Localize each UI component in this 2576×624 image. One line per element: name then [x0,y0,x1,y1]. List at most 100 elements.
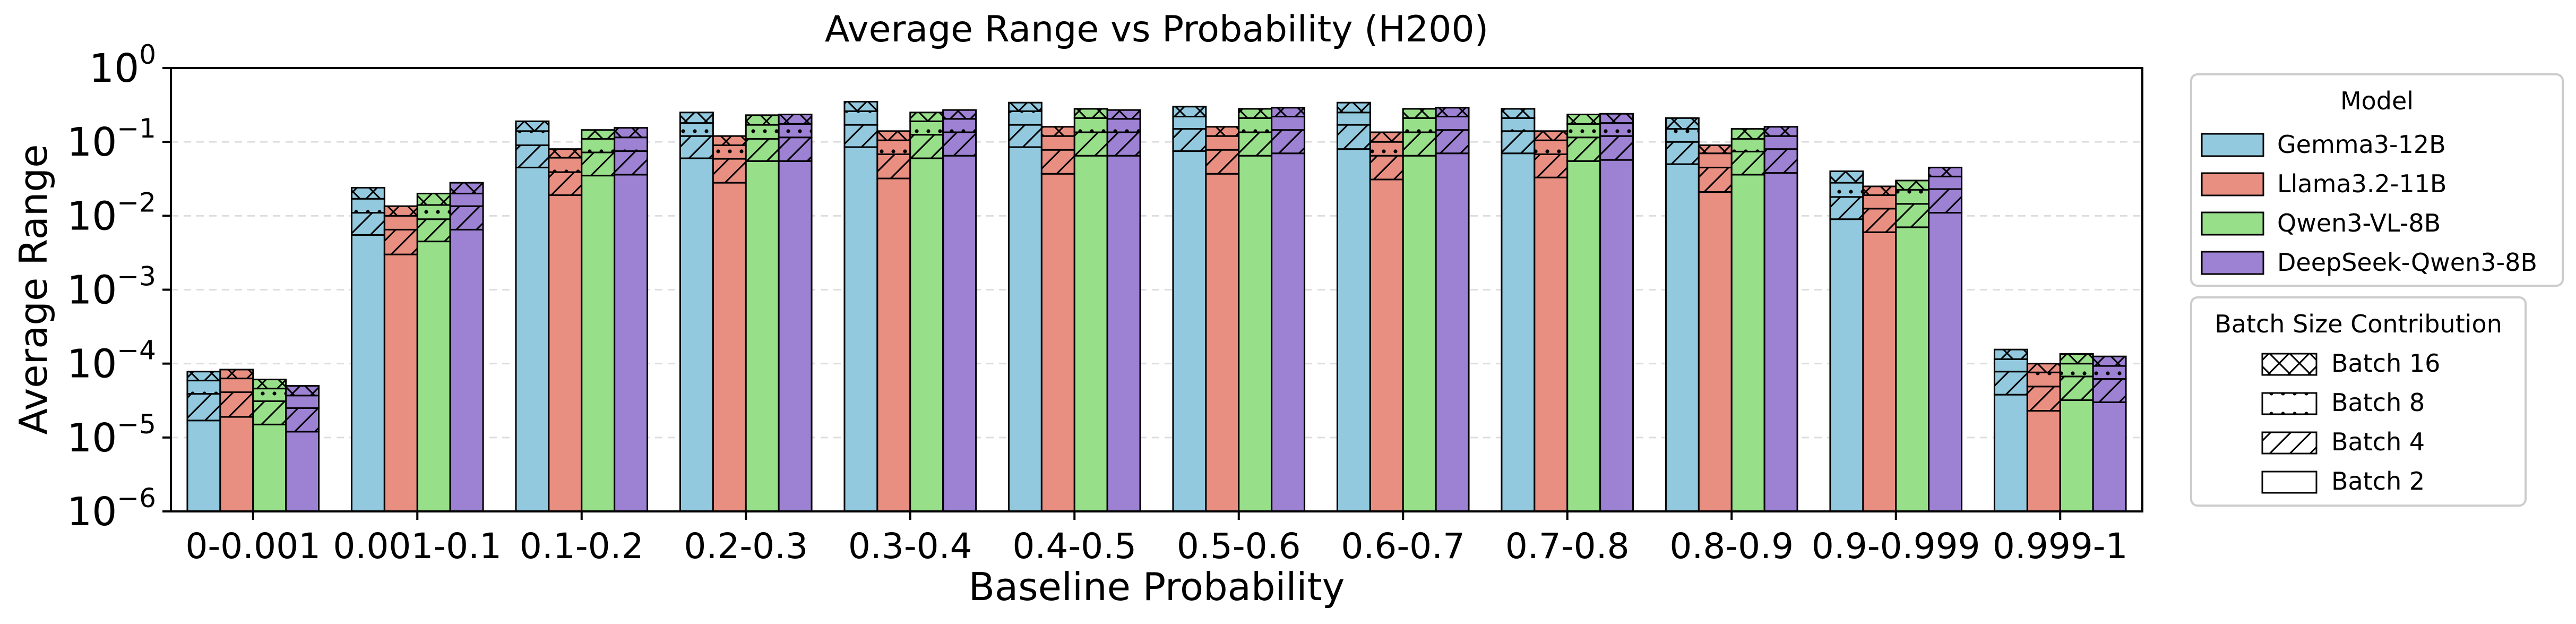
bar-batch16-segment [416,192,451,206]
bar-batch4-segment [1763,148,1798,174]
bar-batch16-segment [745,114,780,126]
bar-batch2-fill [450,229,484,511]
bar-batch16-segment [1007,101,1043,112]
bar-batch2-fill [1009,147,1042,511]
bar-batch8-segment [843,110,878,126]
bar-batch2-fill [1896,227,1929,512]
bar-batch8-segment [1369,141,1404,157]
model-legend: Model Gemma3-12B Llama3.2-11B Qwen3-VL-8B D… [2190,73,2564,287]
bar-batch4-segment [1402,131,1437,157]
x-axis: 0-0.001 0.001-0.1 0.1-0.2 0.2-0.3 0.3-0.4 0.4… [185,511,2128,567]
bar-batch4-segment [778,136,813,162]
bar-batch16-segment [1073,108,1108,119]
bar-batch4-segment [1435,129,1470,155]
y-axis-label: Average Range [11,144,56,435]
batch-legend-label: Batch 4 [2331,428,2425,456]
model-legend-label: Qwen3-VL-8B [2277,209,2441,237]
bar-batch8-segment [2092,365,2127,380]
bar-batch2-fill [614,174,648,512]
bar-batch2-fill [187,420,220,511]
bar-batch8-segment [1895,189,1930,205]
bar-batch16-segment [1238,108,1273,119]
bar-batch2-fill [384,254,418,511]
x-tick-label: 0.8-0.9 [1669,526,1794,567]
bar-batch16-segment [1172,106,1207,118]
model-legend-label: DeepSeek-Qwen3-8B [2277,248,2537,277]
bar-batch4-segment [1106,131,1141,157]
bar-batch2-fill [2060,400,2093,511]
bar-batch4-segment [1271,129,1306,155]
bar-batch2-fill [220,417,253,511]
bar-batch16-segment [843,100,878,112]
bar-batch4-segment [2092,378,2127,403]
bar-batch2-fill [1731,174,1765,512]
bar-batch4-segment [416,218,451,243]
bar-batch4-segment [252,400,287,425]
batch-legend-swatch [2261,353,2317,376]
bar-batch2-fill [1600,160,1633,511]
bar-batch4-segment [745,138,780,162]
model-legend-swatch [2201,172,2264,196]
bar-batch4-segment [1895,203,1930,228]
bar-batch4-segment [2026,386,2061,412]
bar-batch4-segment [1007,124,1043,148]
bar-batch16-segment [1763,126,1798,137]
bar-batch2-fill [1205,174,1239,511]
bar-batch16-segment [1566,114,1601,125]
bar-batch4-segment [219,391,254,418]
batch-legend-title: Batch Size Contribution [2215,310,2502,338]
bar-batch2-fill [286,431,319,511]
chart-title: Average Range vs Probability (H200) [825,8,1488,50]
bar-batch16-segment [186,371,221,382]
x-tick-label: 0.3-0.4 [848,526,972,567]
bar-batch8-segment [515,130,550,147]
bar-batch2-fill [1337,149,1371,511]
bar-batch4-segment [1829,196,1864,220]
bar-batch16-segment [1928,166,1963,177]
bar-batch8-segment [383,215,418,230]
bar-batch8-segment [942,118,977,133]
bar-batch8-segment [1599,122,1634,137]
bar-batch8-segment [876,139,911,155]
bar-batch8-segment [1271,116,1306,131]
bar-batch4-segment [1698,166,1733,193]
batch-legend-label: Batch 8 [2331,388,2425,417]
bar-batch8-segment [614,136,649,152]
bar-batch4-segment [942,131,977,157]
bar-batch8-segment [1730,138,1765,152]
bar-batch16-segment [1501,108,1536,119]
bar-batch16-segment [581,129,616,140]
bar-batch4-segment [1993,371,2028,396]
bar-batch2-fill [1567,161,1600,511]
bar-batch8-segment [1566,123,1601,139]
bar-batch8-segment [186,380,221,395]
bar-batch4-segment [843,124,878,148]
bar-batch8-segment [1928,175,1963,190]
bar-batch8-segment [1435,116,1470,131]
bar-batch16-segment [1040,126,1075,137]
bar-batch16-segment [2092,355,2127,367]
x-tick-label: 0.4-0.5 [1012,526,1136,567]
y-tick-label: 10−2 [67,187,156,239]
bar-batch2-fill [515,167,549,511]
bar-batch2-fill [2027,411,2061,511]
bar-batch16-segment [1862,185,1897,196]
bar-batch4-segment [1533,153,1569,178]
bar-batch8-segment [1829,182,1864,198]
bar-batch2-fill [1863,232,1896,511]
bar-batch4-segment [1566,136,1601,162]
bar-batch8-segment [1993,358,2028,373]
bar-batch16-segment [1599,113,1634,124]
bar-batch16-segment [1730,128,1765,140]
bar-batch8-segment [1402,117,1437,133]
bar-batch16-segment [2059,353,2094,365]
bar-batch8-segment [1862,194,1897,210]
bar-batch8-segment [1238,117,1273,133]
bar-batch8-segment [350,198,385,214]
bar-batch4-segment [449,205,484,230]
bar-batch2-fill [548,195,582,511]
bar-batch16-segment [1829,170,1864,184]
bar-batch4-segment [1665,141,1700,165]
bar-batch16-segment [383,205,418,217]
bar-batch16-segment [679,112,714,124]
